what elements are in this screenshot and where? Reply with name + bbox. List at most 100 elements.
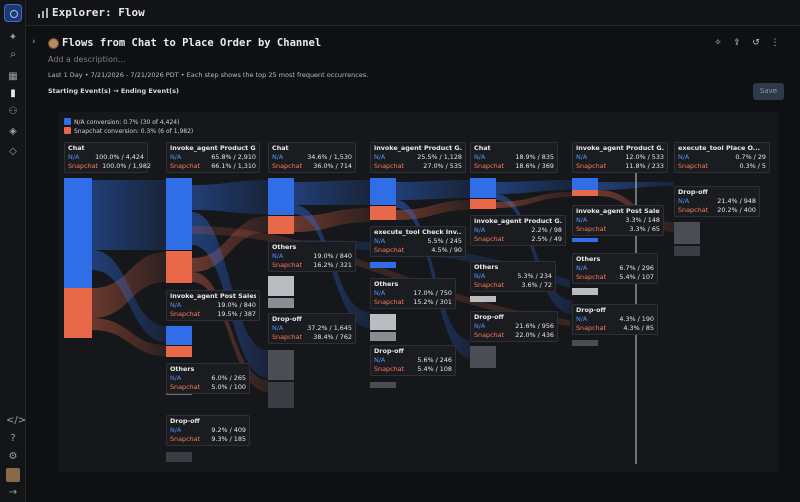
- node-bar[interactable]: [572, 238, 598, 242]
- node-bar[interactable]: [370, 178, 396, 205]
- node-bar[interactable]: [268, 350, 294, 380]
- more-icon[interactable]: ⋮: [770, 38, 780, 48]
- node-card-c7-exec[interactable]: execute_tool Place O... N/A 0.7% / 29 Snapc…: [674, 142, 770, 173]
- node-card-c4-others[interactable]: Others N/A 17.0% / 750 Snapchat 15.2% / 301: [370, 278, 456, 309]
- node-bar[interactable]: [268, 178, 294, 215]
- series-label: Snapchat: [170, 435, 201, 443]
- node-card-c3-drop[interactable]: Drop-off N/A 37.2% / 1,645 Snapchat 38.4% / …: [268, 313, 356, 344]
- node-value: 15.2% / 301: [413, 298, 452, 306]
- node-card-c5-invoke[interactable]: invoke_agent Product G... N/A 2.2% / 98 Sna…: [470, 215, 566, 246]
- node-card-c6-post[interactable]: invoke_agent Post Sales N/A 3.3% / 148 Snap…: [572, 205, 664, 236]
- node-bar[interactable]: [470, 296, 496, 302]
- tag-icon[interactable]: ◇: [9, 146, 17, 157]
- node-bar[interactable]: [268, 276, 294, 296]
- node-card-c3-others[interactable]: Others N/A 19.0% / 840 Snapchat 16.2% / 321: [268, 241, 356, 272]
- node-bar[interactable]: [166, 326, 192, 345]
- node-card-c6-others[interactable]: Others N/A 6.7% / 296 Snapchat 5.4% / 107: [572, 253, 658, 284]
- node-bar[interactable]: [572, 178, 598, 190]
- node-row-sc: Snapchat 11.8% / 233: [576, 162, 664, 171]
- node-bar[interactable]: [370, 382, 396, 388]
- node-card-c4-invoke[interactable]: invoke_agent Product G... N/A 25.5% / 1,12…: [370, 142, 466, 173]
- node-row-sc: Snapchat 38.4% / 762: [272, 333, 352, 342]
- node-bar[interactable]: [166, 346, 192, 357]
- node-bar[interactable]: [64, 288, 92, 338]
- legend-item-na[interactable]: N/A conversion: 0.7% (30 of 4,424): [64, 118, 193, 127]
- gear-icon[interactable]: ⚙: [8, 451, 18, 462]
- node-bar[interactable]: [166, 251, 192, 283]
- series-label: N/A: [272, 324, 284, 332]
- owner-avatar: [48, 38, 59, 49]
- node-card-c6-drop[interactable]: Drop-off N/A 4.3% / 190 Snapchat 4.3% / 85: [572, 304, 658, 335]
- node-bar[interactable]: [370, 206, 396, 220]
- node-row-na: N/A 25.5% / 1,128: [374, 153, 462, 162]
- node-bar[interactable]: [572, 340, 598, 346]
- node-bar[interactable]: [166, 178, 192, 250]
- description-field[interactable]: Add a description...: [48, 55, 126, 64]
- node-value: 3.3% / 65: [629, 225, 660, 233]
- chart-icon[interactable]: ▮: [10, 88, 16, 99]
- node-card-c3-chat[interactable]: Chat N/A 34.6% / 1,530 Snapchat 36.0% / 714: [268, 142, 356, 173]
- node-bar[interactable]: [64, 178, 92, 288]
- node-bar[interactable]: [572, 190, 598, 196]
- series-label: N/A: [374, 153, 386, 161]
- help-icon[interactable]: ?: [10, 433, 16, 444]
- chevron-right-icon[interactable]: ›: [32, 37, 36, 47]
- user-avatar-icon[interactable]: [6, 468, 20, 482]
- node-bar[interactable]: [268, 216, 294, 234]
- node-card-c2-others[interactable]: Others N/A 6.0% / 265 Snapchat 5.0% / 100: [166, 363, 250, 394]
- node-bar[interactable]: [268, 382, 294, 408]
- node-row-sc: Snapchat 5.0% / 100: [170, 383, 246, 392]
- search-icon[interactable]: ⌕: [10, 49, 16, 60]
- legend-item-snapchat[interactable]: Snapchat conversion: 0.3% (6 of 1,982): [64, 127, 193, 136]
- node-card-c4-exec[interactable]: execute_tool Check Inv... N/A 5.5% / 245 Sn…: [370, 226, 466, 257]
- node-bar[interactable]: [470, 178, 496, 198]
- flow-link: [92, 318, 166, 356]
- node-bar[interactable]: [370, 314, 396, 330]
- node-card-c2-post[interactable]: invoke_agent Post Sales N/A 19.0% / 840 Sna…: [166, 290, 260, 321]
- users-icon[interactable]: ⚇: [8, 106, 18, 117]
- node-bar[interactable]: [370, 332, 396, 341]
- node-value: 0.3% / 5: [739, 162, 766, 170]
- node-bar[interactable]: [674, 222, 700, 244]
- node-title: Drop-off: [474, 313, 504, 321]
- node-row-na: N/A 21.4% / 948: [678, 197, 756, 206]
- share-icon[interactable]: ⇪: [733, 38, 741, 48]
- history-icon[interactable]: ↺: [752, 38, 760, 48]
- node-value: 5.3% / 234: [517, 272, 552, 280]
- node-bar[interactable]: [268, 298, 294, 308]
- save-button[interactable]: Save: [753, 83, 784, 100]
- node-value: 5.6% / 246: [417, 356, 452, 364]
- node-bar[interactable]: [166, 452, 192, 462]
- panel-title[interactable]: Flows from Chat to Place Order by Channe…: [62, 37, 322, 49]
- node-card-c4-drop[interactable]: Drop-off N/A 5.6% / 246 Snapchat 5.4% / 108: [370, 345, 456, 376]
- magic-icon[interactable]: ✧: [714, 38, 722, 48]
- node-card-c2-invoke[interactable]: invoke_agent Product G... N/A 65.8% / 2,91…: [166, 142, 260, 173]
- node-card-c6-invoke[interactable]: invoke_agent Product G... N/A 12.0% / 533 S…: [572, 142, 668, 173]
- events-selector[interactable]: Starting Event(s) → Ending Event(s): [48, 87, 179, 95]
- app-logo-icon[interactable]: [4, 4, 22, 22]
- node-card-c7-drop[interactable]: Drop-off N/A 21.4% / 948 Snapchat 20.2% / 40…: [674, 186, 760, 217]
- node-bar[interactable]: [470, 199, 496, 209]
- flow-link: [92, 252, 166, 318]
- sparkle-icon[interactable]: ✦: [8, 32, 18, 43]
- expand-icon[interactable]: →: [8, 487, 18, 498]
- node-card-c5-others[interactable]: Others N/A 5.3% / 234 Snapchat 3.6% / 72: [470, 261, 556, 292]
- node-title: Drop-off: [374, 347, 404, 355]
- node-card-c1-chat[interactable]: Chat N/A 100.0% / 4,424 Snapchat 100.0% / 1,…: [64, 142, 151, 173]
- node-value: 17.0% / 750: [413, 289, 452, 297]
- bar-chart-icon: [38, 8, 48, 18]
- node-row-na: N/A 21.6% / 956: [474, 322, 554, 331]
- layers-icon[interactable]: ◈: [9, 126, 17, 137]
- node-value: 20.2% / 400: [717, 206, 756, 214]
- dashboard-icon[interactable]: ▦: [8, 71, 18, 82]
- node-title: invoke_agent Post Sales: [170, 292, 256, 300]
- series-label: N/A: [170, 301, 182, 309]
- node-bar[interactable]: [370, 262, 396, 268]
- node-bar[interactable]: [572, 288, 598, 295]
- node-card-c5-chat[interactable]: Chat N/A 18.9% / 835 Snapchat 18.6% / 369: [470, 142, 558, 173]
- node-card-c2-drop[interactable]: Drop-off N/A 9.2% / 409 Snapchat 9.3% / 185: [166, 415, 250, 446]
- node-bar[interactable]: [470, 346, 496, 368]
- code-icon[interactable]: </>: [6, 415, 27, 426]
- node-card-c5-drop[interactable]: Drop-off N/A 21.6% / 956 Snapchat 22.0% / 43…: [470, 311, 558, 342]
- node-bar[interactable]: [674, 246, 700, 256]
